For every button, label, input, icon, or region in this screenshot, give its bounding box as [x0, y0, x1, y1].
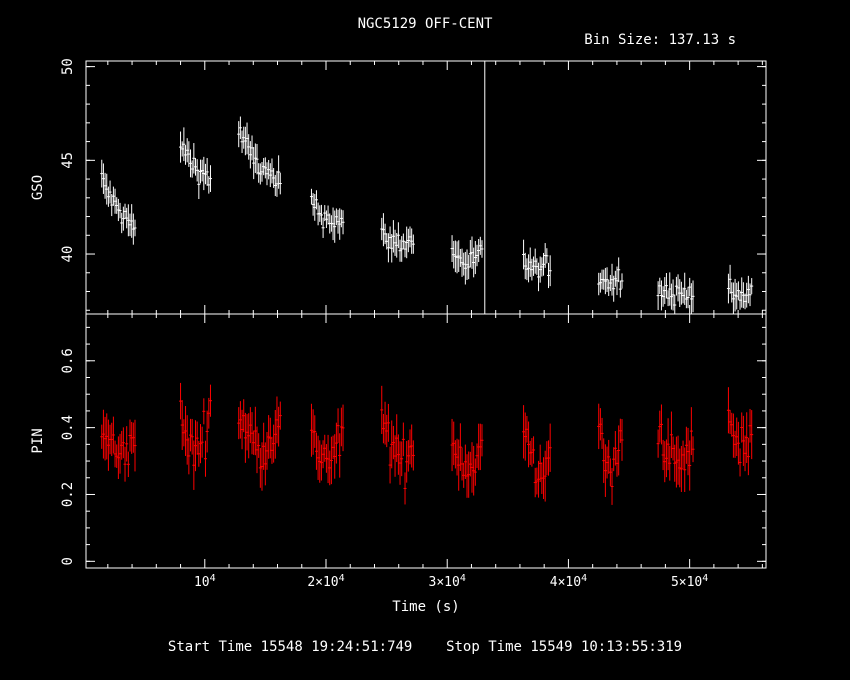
axes: [85, 60, 767, 569]
y-tick-label: 40: [60, 246, 76, 263]
pin-axis-label: PIN: [30, 428, 46, 453]
y-tick-label: 45: [60, 152, 76, 169]
tick-labels: 40 45 50 GSO 0 0.2 0.4 0.6 PIN 104 2×104 3×104 4×104…: [30, 58, 708, 590]
x-tick-label: 2×104: [307, 573, 344, 590]
gso-axis-label: GSO: [30, 175, 46, 200]
start-time-value: 15548 19:24:51:749: [260, 639, 413, 655]
x-axis-label: Time (s): [392, 599, 460, 615]
stop-time-label: Stop Time: [446, 639, 522, 655]
top-panel-frame: [85, 60, 767, 315]
time-range-footer: Start Time 15548 19:24:51:749 Stop Time …: [0, 640, 850, 654]
y-tick-label: 0: [60, 557, 76, 565]
chart-title: NGC5129 OFF-CENT: [357, 16, 493, 32]
y-tick-label: 0.4: [60, 415, 76, 440]
y-tick-label: 50: [60, 58, 76, 75]
x-tick-label: 3×104: [429, 573, 466, 590]
y-tick-label: 0.2: [60, 482, 76, 507]
y-tick-label: 0.6: [60, 348, 76, 373]
start-time-label: Start Time: [167, 639, 253, 655]
x-tick-label: 4×104: [550, 573, 587, 590]
x-tick-label: 5×104: [671, 573, 708, 590]
stop-time-value: 15549 10:13:55:319: [530, 639, 683, 655]
x-tick-label: 104: [194, 573, 216, 590]
bottom-panel-frame: [85, 313, 767, 569]
bin-size-label: Bin Size: 137.13 s: [584, 32, 736, 48]
gso-series: [100, 116, 754, 314]
pin-series: [100, 382, 754, 505]
